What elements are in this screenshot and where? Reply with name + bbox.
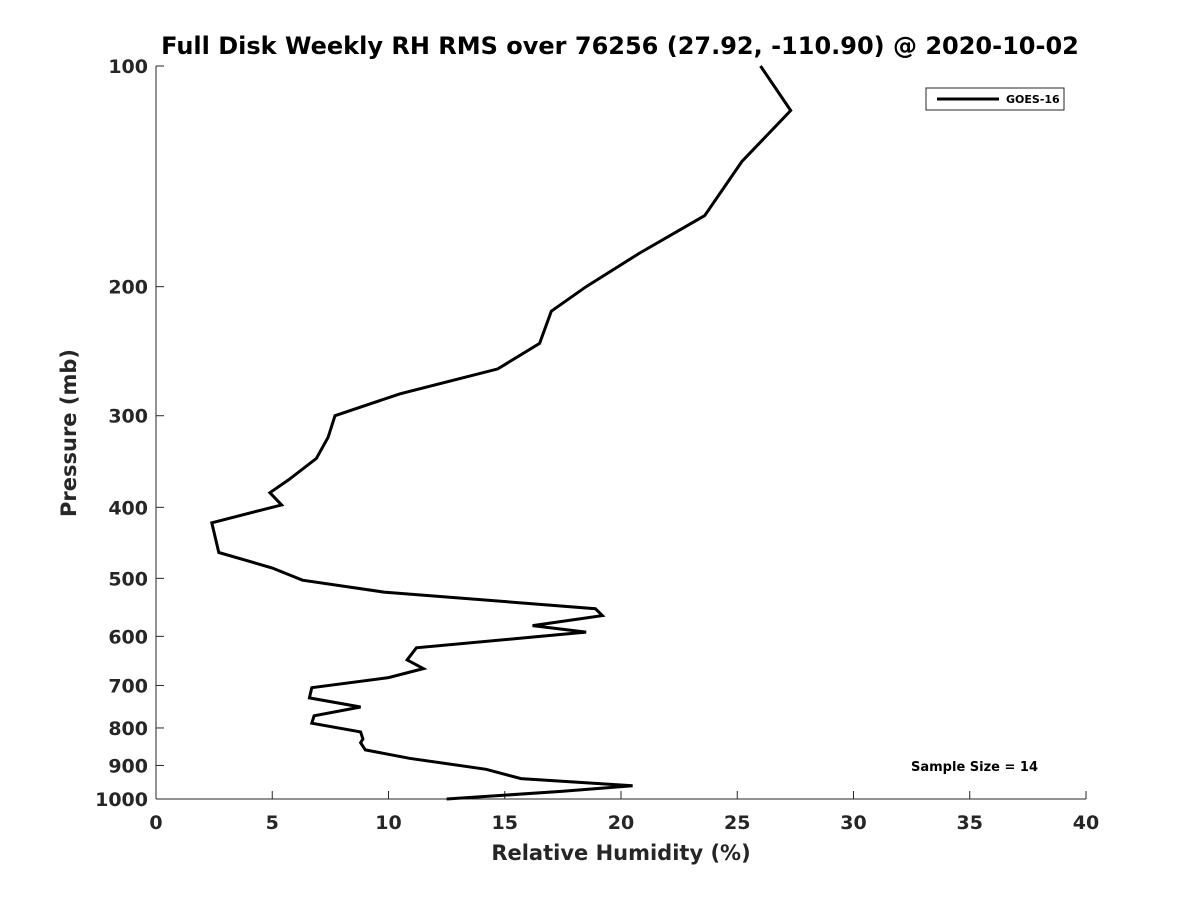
x-tick-label: 10 (375, 812, 401, 834)
chart-title: Full Disk Weekly RH RMS over 76256 (27.9… (161, 32, 1079, 60)
legend-label: GOES-16 (1006, 93, 1060, 106)
y-tick-label: 500 (108, 568, 148, 590)
x-tick-label: 25 (724, 812, 750, 834)
y-tick-label: 900 (108, 755, 148, 777)
x-axis-label: Relative Humidity (%) (491, 841, 750, 865)
y-tick-label: 400 (108, 497, 148, 519)
y-tick-label: 700 (108, 675, 148, 697)
x-tick-label: 0 (149, 812, 162, 834)
y-tick-label: 300 (108, 406, 148, 428)
sample-size-annotation: Sample Size = 14 (911, 760, 1038, 775)
y-ticks: 100 200 300 400 500 600 700 800 900 1000 (95, 56, 164, 811)
y-tick-label: 200 (108, 277, 148, 299)
x-tick-label: 20 (608, 812, 634, 834)
y-axis-label: Pressure (mb) (57, 349, 81, 517)
legend: GOES-16 (925, 87, 1065, 111)
x-tick-label: 30 (840, 812, 866, 834)
y-tick-label: 100 (108, 56, 148, 78)
x-tick-label: 15 (492, 812, 518, 834)
goes16-series-line (210, 65, 793, 801)
y-tick-label: 1000 (95, 789, 148, 811)
x-tick-label: 5 (266, 812, 279, 834)
plot-axes (155, 66, 1086, 800)
x-tick-label: 35 (957, 812, 983, 834)
x-ticks: 0 5 10 15 20 25 30 35 40 (149, 791, 1099, 834)
y-tick-label: 600 (108, 626, 148, 648)
y-tick-label: 800 (108, 718, 148, 740)
x-tick-label: 40 (1073, 812, 1099, 834)
